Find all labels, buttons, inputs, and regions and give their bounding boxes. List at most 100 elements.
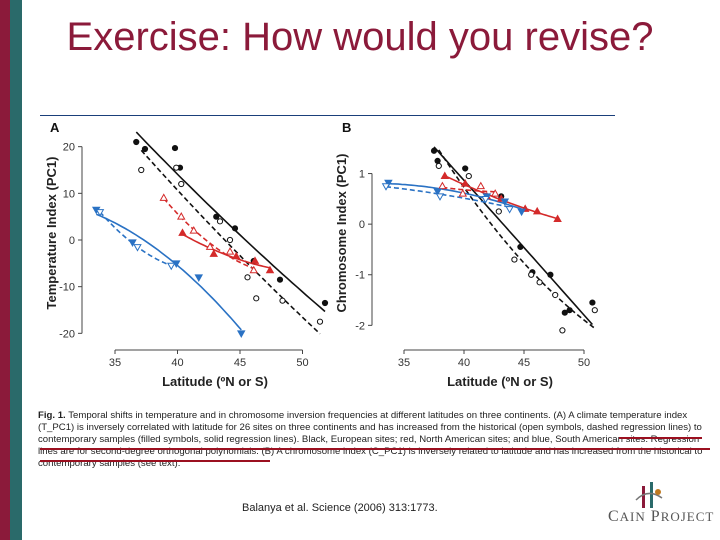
data-point [547, 271, 554, 278]
data-point [505, 206, 514, 214]
data-point [216, 218, 224, 225]
cain-project-logo-icon [635, 482, 663, 508]
regression-line [135, 131, 326, 313]
figure-caption: Fig. 1. Temporal shifts in temperature a… [38, 410, 714, 470]
regression-line [95, 213, 242, 331]
data-point [434, 157, 441, 164]
figure-panels: A20 10 0 -10 -20 35 40 45 50 Latitude (ºN or S) Te… [44, 120, 598, 389]
data-point [490, 189, 500, 197]
data-point [189, 226, 199, 234]
data-point [559, 327, 566, 334]
data-point [205, 242, 215, 250]
regression-line [442, 186, 496, 193]
y-axis-label: Chromosome Index (PC1) [334, 154, 349, 313]
data-point [381, 183, 391, 191]
regression-line [433, 146, 593, 326]
data-point [553, 214, 562, 222]
x-tick-label: 35 [109, 357, 121, 369]
data-point [591, 307, 598, 314]
cain-project-logo-text: CAIN PROJECT [608, 508, 715, 525]
data-point [226, 236, 234, 244]
data-point [536, 279, 543, 286]
caption-underline [40, 448, 710, 450]
title-divider [40, 115, 615, 116]
data-point [213, 213, 220, 220]
data-point [438, 181, 447, 190]
data-point [279, 297, 286, 304]
data-point [231, 225, 239, 232]
x-tick-label: 35 [398, 357, 410, 369]
y-tick-label: 10 [63, 188, 75, 200]
data-point [500, 198, 510, 206]
data-point [194, 274, 204, 282]
data-point [440, 171, 450, 179]
data-point [321, 299, 329, 307]
data-point [176, 212, 186, 220]
data-point [476, 181, 486, 190]
data-point [133, 244, 142, 252]
caption-text: Temporal shifts in temperature and in ch… [38, 410, 703, 470]
caption-figure-label: Fig. 1. [38, 410, 66, 421]
data-point [430, 147, 438, 154]
y-tick-label: 20 [63, 142, 75, 154]
data-point [458, 189, 468, 197]
data-point [462, 165, 469, 172]
data-point [384, 179, 393, 188]
data-point [433, 188, 442, 196]
data-point [209, 249, 219, 257]
y-tick-label: 0 [69, 235, 75, 247]
data-point [589, 299, 596, 306]
data-point [166, 262, 176, 271]
x-tick-label: 45 [518, 357, 530, 369]
data-point [141, 145, 149, 153]
data-point [532, 206, 542, 215]
data-point [276, 276, 284, 283]
regression-line [163, 197, 255, 270]
y-axis-label: Temperature Index (PC1) [44, 157, 59, 310]
regression-line [388, 182, 522, 210]
y-tick-label: -20 [59, 328, 75, 340]
data-point [435, 193, 445, 201]
data-point [460, 179, 470, 187]
y-tick-label: -1 [355, 270, 365, 282]
panel-a-chart: A20 10 0 -10 -20 35 40 45 50 Latitude (ºN or S) Te… [44, 120, 329, 389]
data-point [316, 318, 324, 325]
data-point [138, 166, 145, 174]
data-point [566, 307, 573, 314]
x-axis-label: Latitude (ºN or S) [447, 374, 553, 389]
y-tick-label: 1 [359, 169, 365, 181]
panel-label: A [50, 120, 60, 135]
data-point [552, 291, 559, 299]
data-point [253, 295, 260, 302]
data-point [225, 247, 235, 255]
data-point [128, 239, 137, 247]
left-accent-bar-teal [10, 0, 22, 540]
data-point [481, 195, 490, 204]
panel-b-chart: B 1 0 -1 -2 35 40 45 50 Latitude (ºN or S) Chromos… [334, 120, 598, 389]
data-point [435, 162, 442, 170]
slide-title: Exercise: How would you revise? [66, 15, 654, 59]
left-accent-bar [0, 0, 10, 540]
data-point [517, 208, 526, 217]
data-point [528, 271, 535, 278]
data-point [244, 274, 251, 281]
caption-underline [40, 460, 270, 462]
data-point [171, 144, 179, 152]
y-tick-label: -10 [59, 282, 75, 294]
x-tick-label: 40 [171, 357, 183, 369]
data-point [178, 228, 187, 236]
x-tick-label: 40 [458, 357, 470, 369]
regression-line [140, 149, 321, 335]
data-point [249, 265, 259, 274]
caption-underline [619, 437, 702, 439]
data-point [133, 138, 140, 146]
data-point [231, 251, 241, 260]
data-point [511, 256, 518, 263]
citation-text: Balanya et al. Science (2006) 313:1773. [242, 502, 438, 514]
data-point [95, 209, 105, 217]
y-tick-label: -2 [355, 320, 365, 332]
x-axis-label: Latitude (ºN or S) [162, 374, 268, 389]
x-tick-label: 50 [578, 357, 590, 369]
data-point [465, 172, 472, 180]
data-point [159, 193, 169, 201]
